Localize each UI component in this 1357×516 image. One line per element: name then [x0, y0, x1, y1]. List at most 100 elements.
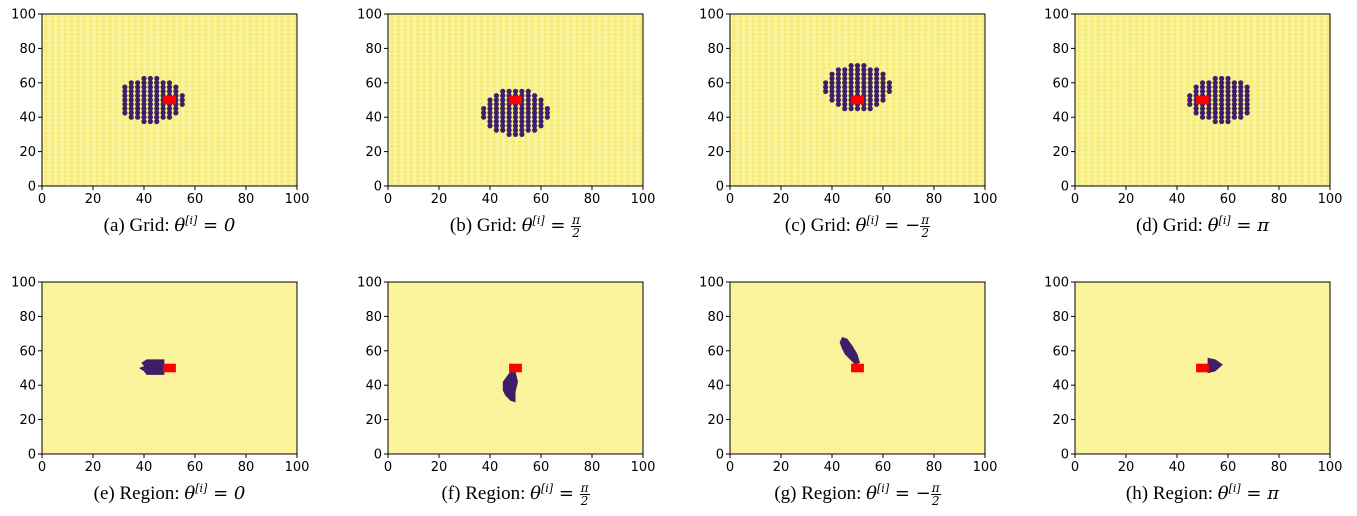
reachable-point	[848, 67, 854, 73]
x-tick-label: 40	[482, 192, 499, 207]
reachable-point	[1225, 114, 1231, 120]
reachable-point	[874, 80, 880, 86]
reachable-point	[532, 106, 538, 112]
reachable-point	[886, 88, 892, 94]
y-tick-label: 100	[11, 8, 36, 23]
reachable-point	[135, 106, 141, 112]
reachable-point	[135, 114, 141, 120]
reachable-point	[493, 93, 499, 99]
caption-label: (a) Grid:	[103, 215, 175, 236]
reachable-point	[867, 71, 873, 77]
reachable-point	[141, 75, 147, 82]
y-tick-label: 20	[707, 145, 724, 160]
x-tick-label: 100	[631, 460, 656, 475]
x-tick-label: 100	[285, 460, 310, 475]
y-tick-label: 60	[19, 344, 36, 359]
reachable-point	[1231, 93, 1237, 99]
reachable-point	[829, 84, 835, 90]
reachable-point	[874, 71, 880, 77]
x-tick-label: 0	[726, 192, 734, 207]
y-tick-label: 40	[19, 379, 36, 394]
reachable-point	[154, 101, 160, 107]
reachable-region	[138, 359, 165, 375]
reachable-point	[867, 67, 873, 73]
panel-h: 0 20 40 60 80 100 0 20 40 60 80 100	[1044, 276, 1342, 476]
x-tick-label: 80	[584, 192, 601, 207]
reachable-point	[154, 114, 160, 120]
target-marker	[163, 363, 176, 373]
reachable-point	[1193, 84, 1199, 90]
reachable-point	[500, 114, 506, 120]
x-tick-label: 20	[1118, 460, 1135, 475]
x-tick-label: 0	[384, 460, 392, 475]
reachable-point	[874, 97, 880, 103]
reachable-point	[861, 106, 867, 112]
reachable-point	[842, 106, 848, 112]
reachable-point	[1231, 110, 1237, 116]
x-tick-label: 0	[38, 192, 46, 207]
y-tick-label: 60	[365, 76, 382, 91]
x-tick-label: 80	[926, 192, 943, 207]
reachable-point	[506, 131, 512, 137]
reachable-point	[823, 84, 829, 90]
y-tick-label: 0	[28, 448, 36, 463]
reachable-point	[493, 114, 499, 120]
x-tick-label: 80	[926, 460, 943, 475]
reachable-point	[1206, 106, 1212, 112]
reachable-point	[493, 101, 499, 107]
reachable-point	[512, 110, 519, 116]
x-tick-label: 100	[973, 192, 998, 207]
reachable-point	[147, 110, 153, 116]
reachable-point	[1238, 101, 1244, 107]
reachable-point	[1206, 110, 1212, 116]
reachable-point	[128, 88, 134, 94]
reachable-point	[874, 101, 880, 107]
caption-c: (c) Grid: θ[i] = − π 2	[708, 214, 1008, 239]
reachable-point	[519, 110, 525, 116]
reachable-point	[500, 101, 506, 107]
reachable-point	[493, 110, 499, 116]
caption-a: (a) Grid: θ[i] = 0	[20, 214, 320, 237]
reachable-point	[867, 75, 873, 82]
x-tick-label: 80	[238, 460, 255, 475]
x-tick-label: 100	[1318, 460, 1343, 475]
reachable-point	[835, 75, 841, 82]
y-tick-label: 20	[365, 145, 382, 160]
reachable-point	[1238, 88, 1244, 94]
reachable-point	[166, 110, 173, 116]
x-tick-label: 0	[1071, 192, 1079, 207]
reachable-point	[154, 93, 160, 99]
reachable-point	[487, 97, 493, 103]
reachable-point	[173, 88, 179, 94]
reachable-point	[532, 127, 538, 133]
reachable-point	[1212, 114, 1218, 120]
reachable-point	[487, 101, 493, 107]
reachable-point	[154, 118, 160, 125]
reachable-point	[122, 97, 128, 103]
theta-symbol: θ[i] =	[1217, 482, 1268, 504]
x-tick-label: 100	[631, 192, 656, 207]
reachable-point	[147, 101, 153, 107]
y-tick-label: 100	[11, 276, 36, 291]
y-tick-label: 0	[716, 180, 724, 195]
x-tick-label: 20	[85, 460, 102, 475]
theta-symbol: θ[i] =	[530, 482, 580, 504]
reachable-point	[493, 97, 499, 103]
reachable-point	[1244, 110, 1250, 116]
reachable-point	[487, 106, 493, 112]
x-tick-label: 20	[431, 460, 448, 475]
y-tick-label: 100	[1044, 276, 1069, 291]
reachable-point	[500, 110, 506, 116]
reachable-point	[1244, 93, 1250, 99]
reachable-point	[874, 93, 880, 99]
reachable-point	[122, 106, 128, 112]
target-marker	[851, 95, 864, 105]
caption-label: (f) Region:	[441, 483, 531, 504]
reachable-point	[1199, 88, 1206, 94]
reachable-point	[147, 114, 153, 120]
reachable-point	[1238, 80, 1244, 86]
x-tick-label: 20	[773, 192, 790, 207]
reachable-point	[525, 97, 531, 103]
reachable-point	[1225, 75, 1231, 82]
